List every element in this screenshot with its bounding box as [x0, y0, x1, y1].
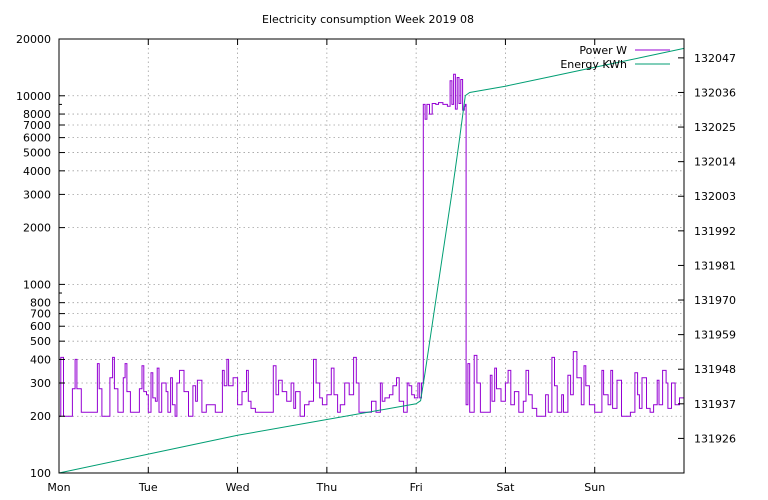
chart-title: Electricity consumption Week 2019 08 [262, 13, 474, 26]
legend-energy-label: Energy KWh [560, 58, 627, 71]
y-right-tick-label: 131926 [694, 432, 736, 445]
legend-power-label: Power W [579, 44, 627, 57]
grid-layer [59, 39, 684, 473]
y-left-tick-label: 7000 [23, 119, 51, 132]
y-right-tick-label: 131937 [694, 398, 736, 411]
y-left-tick-label: 300 [30, 377, 51, 390]
x-tick-label: Mon [47, 481, 70, 494]
y-left-tick-label: 100 [30, 467, 51, 480]
y-left-tick-label: 700 [30, 308, 51, 321]
y-left-tick-label: 2000 [23, 222, 51, 235]
y-left-tick-label: 200 [30, 410, 51, 423]
y-left-tick-label: 8000 [23, 108, 51, 121]
y-right-tick-label: 131948 [694, 363, 736, 376]
plot-frame [58, 38, 685, 474]
x-tick-label: Fri [410, 481, 423, 494]
y-right-tick-label: 132025 [694, 121, 736, 134]
y-right-tick-label: 131981 [694, 259, 736, 272]
y-left-tick-label: 4000 [23, 165, 51, 178]
y-left-tick-label: 600 [30, 320, 51, 333]
series-line-energy [58, 47, 685, 474]
y-left-tick-label: 400 [30, 353, 51, 366]
series-layer [58, 47, 685, 474]
y-left-tick-label: 800 [30, 297, 51, 310]
x-tick-label: Tue [138, 481, 158, 494]
y-left-tick-label: 5000 [23, 147, 51, 160]
y-right-tick-label: 132036 [694, 86, 736, 99]
legend: Power W Energy KWh [560, 44, 670, 71]
y-left-tick-label: 10000 [16, 90, 51, 103]
y-right-tick-label: 131992 [694, 225, 736, 238]
y-right-tick-label: 132047 [694, 52, 736, 65]
x-tick-label: Thu [316, 481, 338, 494]
x-tick-label: Sat [496, 481, 515, 494]
x-tick-label: Sun [584, 481, 605, 494]
y-left-tick-label: 1000 [23, 278, 51, 291]
y-right-tick-label: 132014 [694, 156, 736, 169]
series-line-power [59, 73, 685, 417]
y-right-tick-label: 132003 [694, 190, 736, 203]
y-left-tick-label: 20000 [16, 33, 51, 46]
y-right-tick-label: 131970 [694, 294, 736, 307]
y-right-tick-label: 131959 [694, 329, 736, 342]
y-left-tick-label: 3000 [23, 188, 51, 201]
y-left-tick-label: 500 [30, 335, 51, 348]
y-left-tick-label: 6000 [23, 132, 51, 145]
x-tick-label: Wed [226, 481, 250, 494]
